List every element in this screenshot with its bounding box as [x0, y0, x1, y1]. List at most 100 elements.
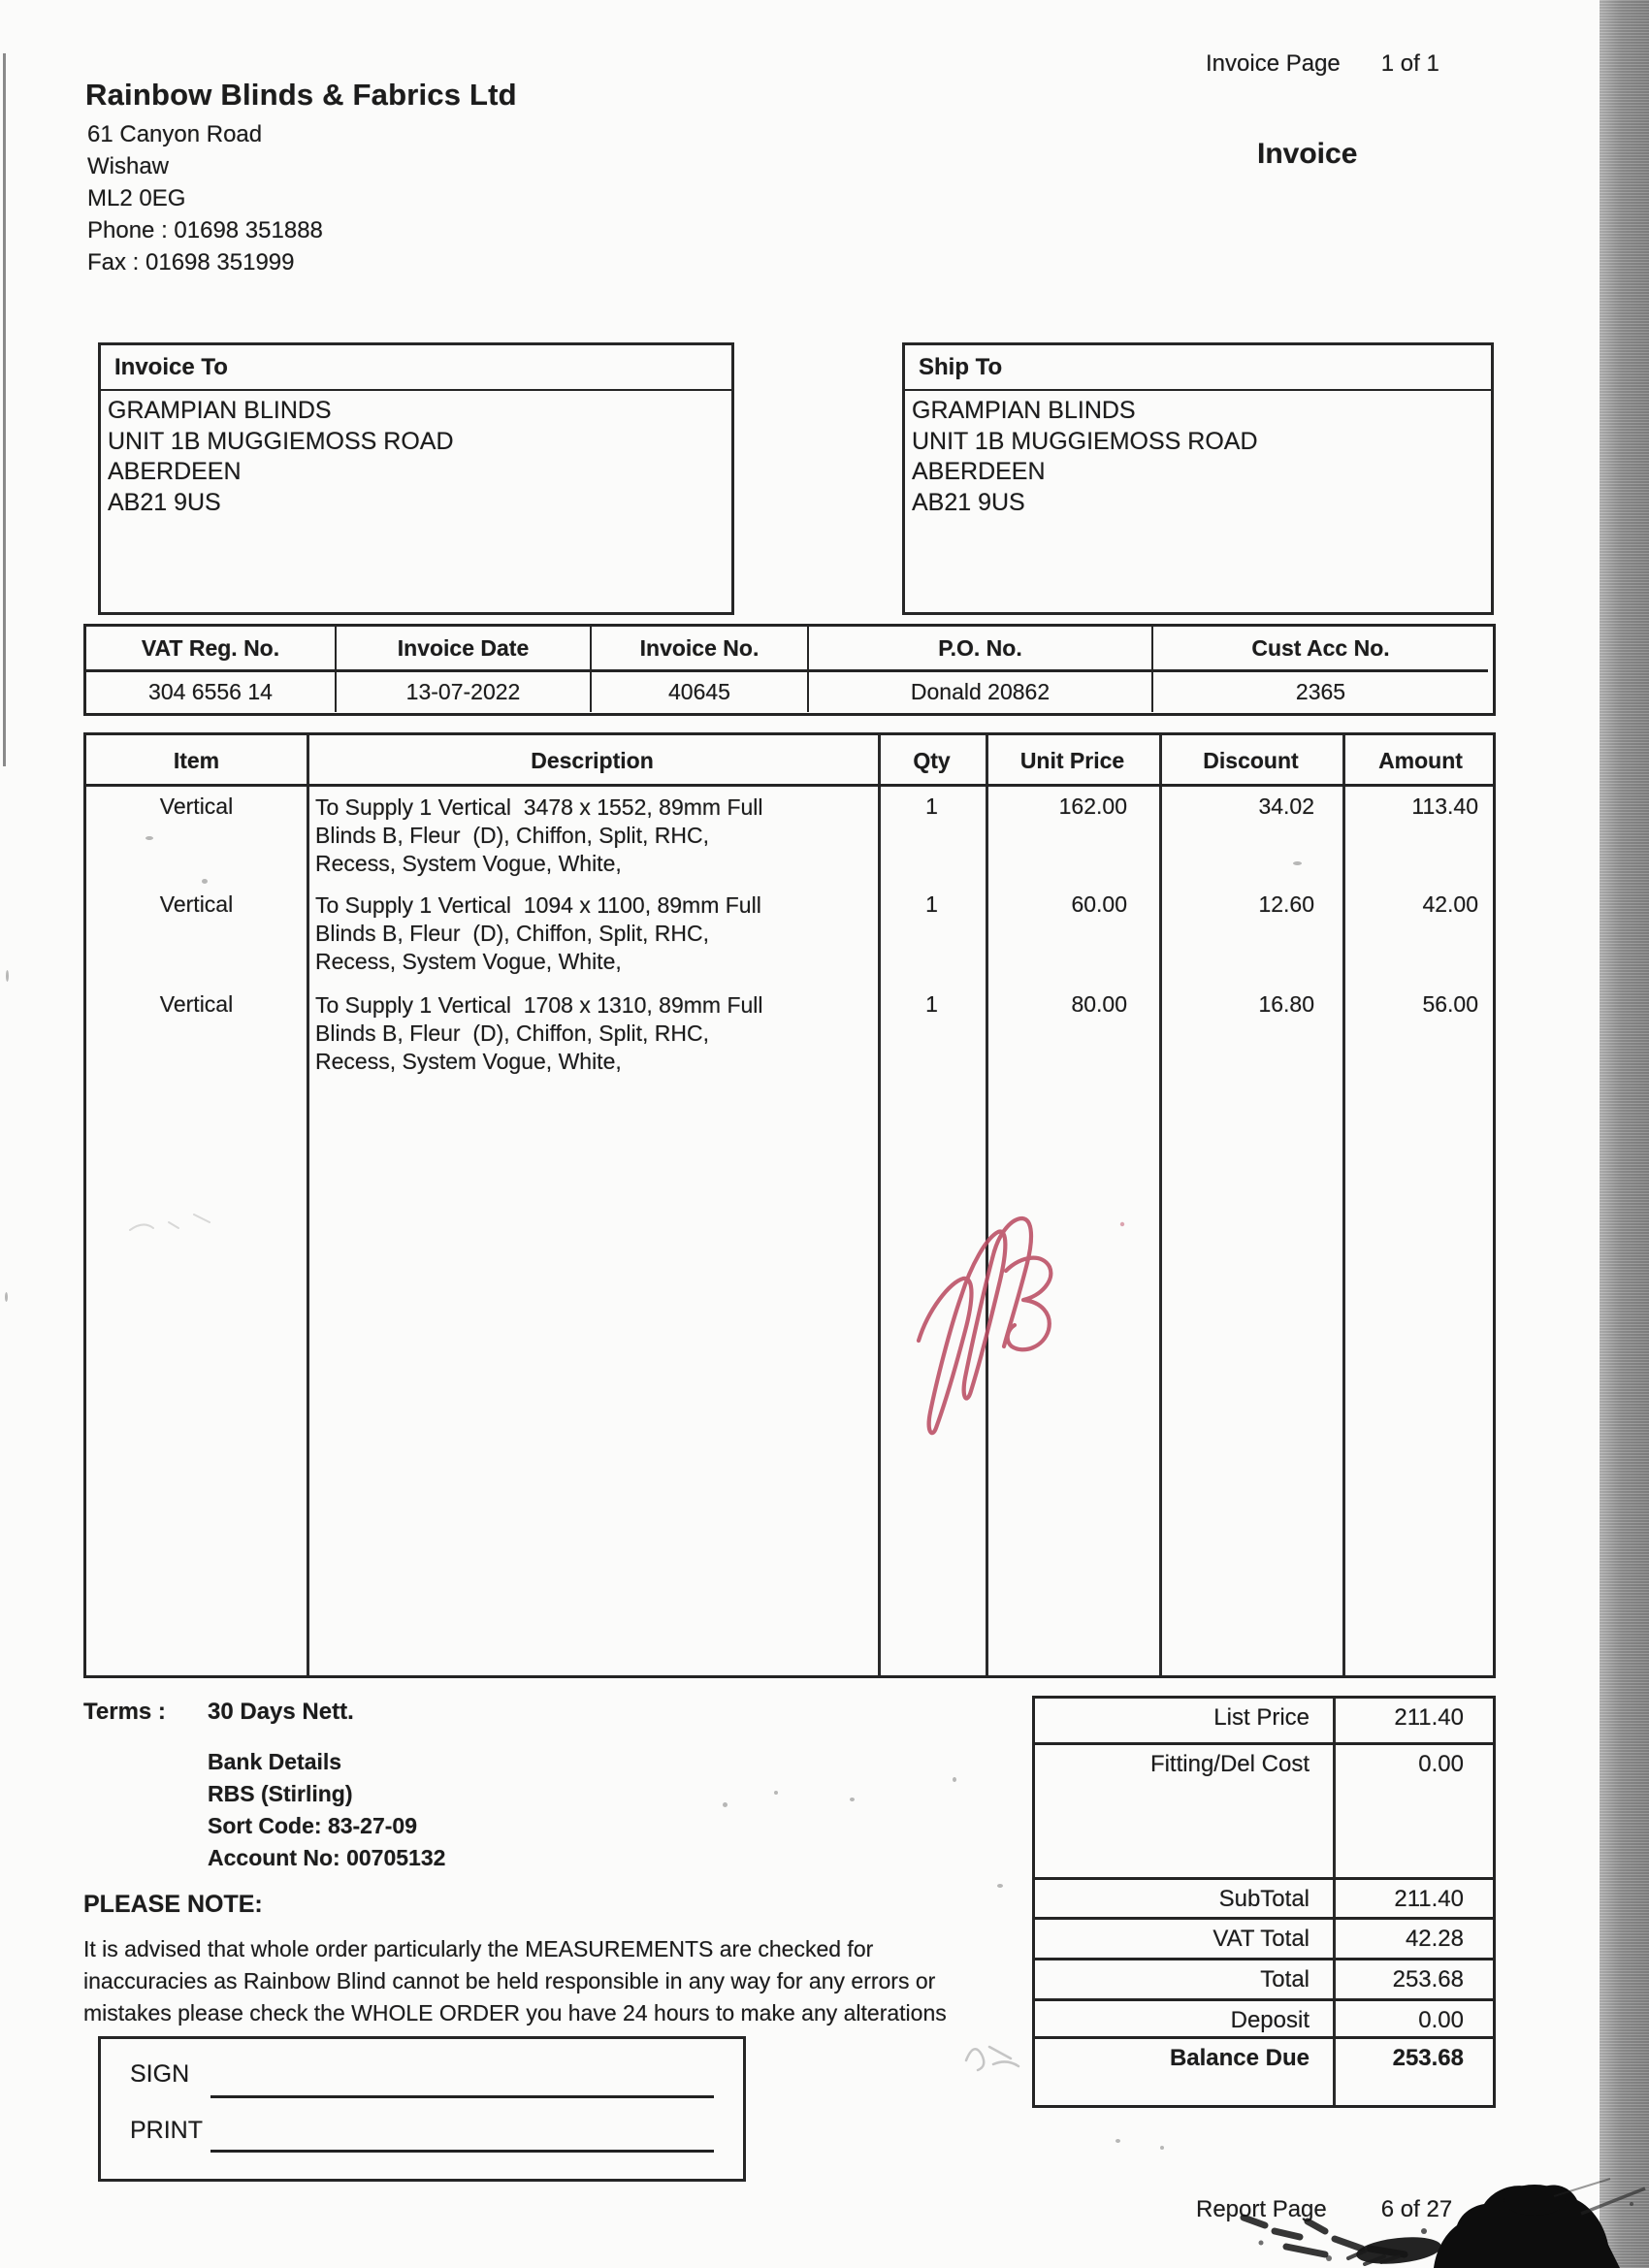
- cell-amount: 113.40: [1411, 794, 1478, 819]
- description-line: Recess, System Vogue, White,: [315, 949, 622, 974]
- total-label: List Price: [1213, 1704, 1310, 1731]
- total-value: 253.68: [1392, 2045, 1464, 2071]
- print-label: PRINT: [130, 2117, 203, 2144]
- column-divider: [986, 735, 988, 1675]
- scan-speck: [5, 1292, 8, 1302]
- scan-speck: [202, 879, 208, 884]
- total-value: 0.00: [1418, 1751, 1464, 1777]
- cell-qty: 1: [925, 794, 938, 819]
- invoice-page-indicator: Invoice Page 1 of 1: [1206, 50, 1439, 78]
- bank-details-line: RBS (Stirling): [208, 1781, 353, 1806]
- total-value: 253.68: [1392, 1966, 1464, 1993]
- column-divider: [878, 735, 881, 1675]
- cell-unit-price: 162.00: [1058, 794, 1127, 819]
- company-fax: Fax : 01698 351999: [87, 249, 295, 275]
- company-phone: Phone : 01698 351888: [87, 217, 323, 243]
- terms-value: 30 Days Nett.: [208, 1699, 354, 1725]
- meta-header-invoice-date: Invoice Date: [335, 627, 590, 672]
- cell-item: Vertical: [159, 991, 234, 1017]
- cell-description: To Supply 1 Vertical 1708 x 1310, 89mm F…: [315, 991, 868, 1076]
- pencil-squiggle: [964, 2045, 1020, 2072]
- meta-value-invoice-date: 13-07-2022: [335, 672, 590, 712]
- totals-table: List Price 211.40 Fitting/Del Cost 0.00 …: [1032, 1696, 1496, 2108]
- meta-header-invoice-no: Invoice No.: [590, 627, 807, 672]
- column-divider: [1342, 735, 1345, 1675]
- invoice-to-line: UNIT 1B MUGGIEMOSS ROAD: [108, 427, 454, 455]
- print-line: [210, 2150, 714, 2153]
- cell-description: To Supply 1 Vertical 1094 x 1100, 89mm F…: [315, 891, 868, 976]
- scan-speck: [1293, 861, 1302, 865]
- cell-qty: 1: [925, 991, 938, 1017]
- ink-smudge: [1240, 2178, 1646, 2268]
- invoice-to-line: ABERDEEN: [108, 458, 242, 485]
- total-value: 0.00: [1418, 2007, 1464, 2033]
- meta-header-vat: VAT Reg. No.: [86, 627, 335, 672]
- report-page-label: Report Page: [1196, 2196, 1327, 2222]
- scan-speck: [146, 836, 153, 840]
- note-paragraph: It is advised that whole order particula…: [83, 1933, 947, 2029]
- column-divider: [1159, 735, 1162, 1675]
- meta-header-cust-acc: Cust Acc No.: [1151, 627, 1488, 672]
- header-item: Item: [173, 748, 220, 773]
- invoice-to-address: GRAMPIAN BLINDS UNIT 1B MUGGIEMOSS ROAD …: [101, 391, 731, 518]
- total-label: VAT Total: [1212, 1926, 1310, 1952]
- bank-details-block: Bank Details RBS (Stirling) Sort Code: 8…: [208, 1746, 445, 1874]
- total-value: 211.40: [1394, 1886, 1464, 1912]
- company-address-line: 61 Canyon Road: [87, 121, 263, 147]
- total-value: 211.40: [1394, 1704, 1464, 1731]
- cell-qty: 1: [925, 891, 938, 917]
- total-label: Total: [1260, 1966, 1310, 1993]
- ship-to-label: Ship To: [905, 345, 1491, 391]
- scan-speck: [850, 1798, 855, 1801]
- column-divider: [307, 735, 309, 1675]
- scan-speck: [1160, 2146, 1164, 2150]
- description-line: Blinds B, Fleur (D), Chiffon, Split, RHC…: [315, 823, 710, 848]
- sign-label: SIGN: [130, 2060, 190, 2088]
- totals-column-divider: [1333, 1699, 1336, 2105]
- scan-speck: [723, 1802, 728, 1807]
- report-page-value: 6 of 27: [1380, 2196, 1453, 2222]
- ship-to-line: UNIT 1B MUGGIEMOSS ROAD: [912, 427, 1258, 455]
- scan-speck: [997, 1884, 1003, 1888]
- total-row-list-price: List Price 211.40: [1035, 1699, 1493, 1742]
- line-items-header: [86, 735, 1493, 787]
- note-line: mistakes please check the WHOLE ORDER yo…: [83, 2000, 947, 2025]
- invoice-page-label: Invoice Page: [1206, 50, 1341, 77]
- company-name: Rainbow Blinds & Fabrics Ltd: [85, 78, 517, 112]
- handwritten-initials-signature: [916, 1215, 1125, 1436]
- total-label: Fitting/Del Cost: [1149, 1751, 1310, 1777]
- invoice-page-value: 1 of 1: [1380, 50, 1439, 77]
- red-ink-speck: [1119, 1221, 1125, 1227]
- ship-to-line: GRAMPIAN BLINDS: [912, 397, 1136, 424]
- bank-details-title: Bank Details: [208, 1749, 342, 1774]
- line-items-table: Item Description Qty Unit Price Discount…: [83, 732, 1496, 1678]
- bank-details-line: Account No: 00705132: [208, 1845, 446, 1870]
- cell-unit-price: 60.00: [1071, 891, 1127, 917]
- invoice-to-box: Invoice To GRAMPIAN BLINDS UNIT 1B MUGGI…: [98, 342, 734, 615]
- total-row-fitting-del-cost: Fitting/Del Cost 0.00: [1035, 1742, 1493, 1877]
- total-row-subtotal: SubTotal 211.40: [1035, 1877, 1493, 1917]
- description-line: To Supply 1 Vertical 1708 x 1310, 89mm F…: [315, 992, 763, 1018]
- bank-details-line: Sort Code: 83-27-09: [208, 1813, 418, 1838]
- cell-amount: 42.00: [1422, 891, 1478, 917]
- total-label: Deposit: [1230, 2007, 1310, 2033]
- cell-description: To Supply 1 Vertical 3478 x 1552, 89mm F…: [315, 794, 868, 878]
- header-description: Description: [531, 748, 654, 773]
- cell-discount: 16.80: [1258, 991, 1314, 1017]
- terms-label: Terms :: [83, 1699, 166, 1725]
- invoice-meta-table: VAT Reg. No. Invoice Date Invoice No. P.…: [83, 624, 1496, 716]
- scan-speck: [6, 970, 9, 982]
- total-row-balance-due: Balance Due 253.68: [1035, 2036, 1493, 2088]
- company-address-line: ML2 0EG: [87, 185, 186, 211]
- invoice-to-line: AB21 9US: [108, 488, 221, 516]
- cell-item: Vertical: [159, 891, 234, 917]
- document-title: Invoice: [1257, 138, 1358, 170]
- note-line: It is advised that whole order particula…: [83, 1936, 874, 1961]
- invoice-to-label: Invoice To: [101, 345, 731, 391]
- company-address-block: 61 Canyon Road Wishaw ML2 0EG Phone : 01…: [87, 118, 323, 278]
- pencil-squiggle: [129, 1214, 210, 1231]
- cell-unit-price: 80.00: [1071, 991, 1127, 1017]
- meta-value-cust-acc: 2365: [1151, 672, 1488, 712]
- cell-discount: 34.02: [1258, 794, 1314, 819]
